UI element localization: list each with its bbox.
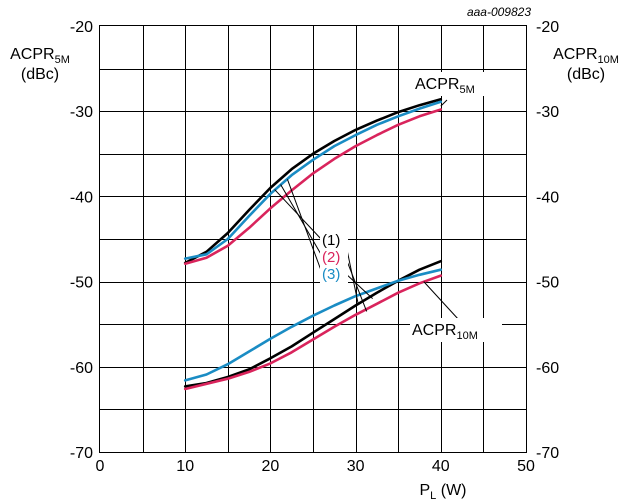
x-tick-labels: 0 10 20 30 40 50 <box>96 458 535 475</box>
acpr10m-label-bg <box>410 318 502 342</box>
x-tick-label: 10 <box>176 458 194 475</box>
x-axis-label: PL (W) <box>420 482 467 502</box>
y-right-tick-label: -50 <box>536 275 559 292</box>
x-label-unit: (W) <box>436 482 466 499</box>
y-right-label-main: ACPR <box>553 46 597 63</box>
y-right-axis-label: ACPR10M <box>553 46 619 66</box>
leader-line <box>286 179 323 274</box>
series-label-2: (2) <box>322 249 340 266</box>
y-left-tick-labels: -70 -60 -50 -40 -30 -20 <box>70 19 93 462</box>
leader-lines <box>274 99 460 321</box>
figure-id: aaa-009823 <box>467 5 531 19</box>
series-line-acpr10m-2 <box>183 274 443 391</box>
y-right-tick-label: -40 <box>536 189 559 206</box>
curve-label-acpr10m: ACPR10M <box>412 322 478 342</box>
leader-line <box>344 272 373 300</box>
leader-line <box>440 99 448 107</box>
y-right-tick-labels: -70 -60 -50 -40 -30 -20 <box>536 19 559 462</box>
x-label-main: P <box>420 482 431 499</box>
x-tick-label: 50 <box>517 458 535 475</box>
y-left-tick-label: -20 <box>70 19 93 36</box>
y-left-tick-label: -60 <box>70 360 93 377</box>
y-right-label-sub: 10M <box>598 54 619 66</box>
x-tick-label: 0 <box>96 458 105 475</box>
y-right-tick-label: -60 <box>536 360 559 377</box>
leader-line <box>280 184 323 257</box>
y-left-label-sub: 5M <box>55 54 70 66</box>
series-layer <box>183 98 443 391</box>
y-left-tick-label: -50 <box>70 275 93 292</box>
series-line-acpr10m-3 <box>183 268 443 382</box>
series-label-3: (3) <box>322 266 340 283</box>
y-left-axis-unit: (dBc) <box>21 66 59 83</box>
y-right-axis-unit: (dBc) <box>567 66 605 83</box>
y-left-label-main: ACPR <box>10 46 54 63</box>
y-left-tick-label: -70 <box>70 445 93 462</box>
x-tick-label: 40 <box>432 458 450 475</box>
series-line-acpr5m-2 <box>183 108 443 266</box>
series-line-acpr5m-3 <box>183 100 443 260</box>
series-labels-bg <box>320 230 348 284</box>
x-label-sub: L <box>430 490 436 502</box>
y-left-tick-label: -30 <box>70 104 93 121</box>
y-right-tick-label: -30 <box>536 104 559 121</box>
y-right-tick-label: -20 <box>536 19 559 36</box>
y-left-tick-label: -40 <box>70 189 93 206</box>
curve-label-acpr5m: ACPR5M <box>415 76 475 96</box>
y-left-axis-label: ACPR5M <box>10 46 70 66</box>
series-label-1: (1) <box>322 232 340 249</box>
plot-frame <box>99 25 527 453</box>
y-right-tick-label: -70 <box>536 445 559 462</box>
x-tick-label: 30 <box>347 458 365 475</box>
series-line-acpr5m-1 <box>183 98 443 265</box>
leader-line <box>423 281 460 321</box>
acpr5m-label-bg <box>413 72 501 96</box>
x-tick-label: 20 <box>262 458 280 475</box>
